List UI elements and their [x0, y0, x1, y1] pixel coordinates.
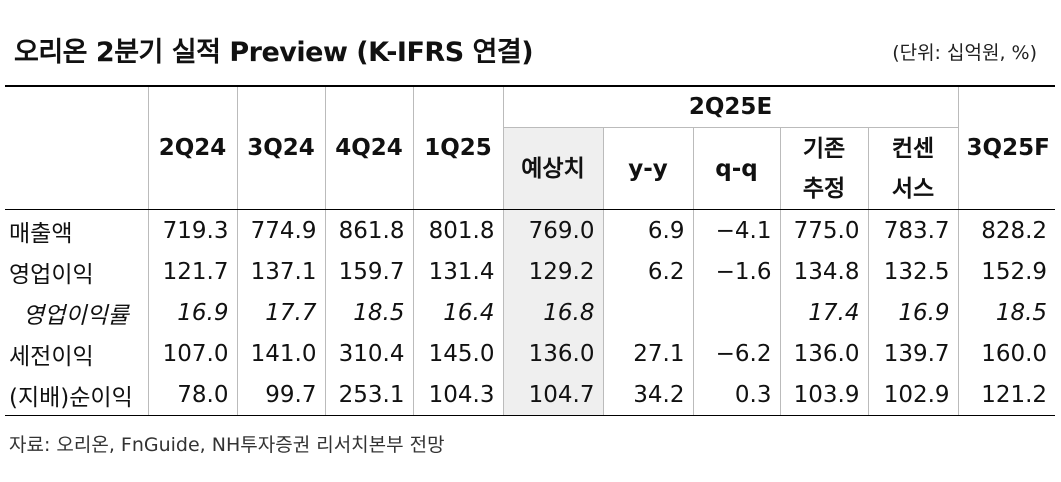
table-cell: 145.0 — [412, 333, 504, 374]
column-header: 컨센 서스 — [867, 127, 959, 210]
row-label: (지배)순이익 — [5, 374, 149, 416]
table-cell — [602, 292, 694, 333]
table-cell: −4.1 — [692, 209, 781, 251]
table-cell: 6.2 — [602, 251, 694, 292]
table-cell: 160.0 — [957, 333, 1056, 374]
source-note: 자료: 오리온, FnGuide, NH투자증권 리서치본부 전망 — [9, 434, 445, 456]
column-header: q-q — [692, 127, 781, 210]
table-cell: 774.9 — [236, 209, 326, 251]
row-label: 영업이익 — [5, 251, 149, 292]
table-cell: 34.2 — [602, 374, 694, 416]
table-cell: 719.3 — [147, 209, 238, 251]
table-row: 세전이익 107.0 141.0 310.4 145.0 136.0 27.1 −6.2 136… — [5, 333, 1056, 374]
table-cell: 132.5 — [867, 251, 959, 292]
table-cell: 18.5 — [324, 292, 414, 333]
column-header: 4Q24 — [324, 85, 414, 210]
table-cell: 17.4 — [779, 292, 869, 333]
table-cell: 78.0 — [147, 374, 238, 416]
table-cell: 0.3 — [692, 374, 781, 416]
table-cell: 801.8 — [412, 209, 504, 251]
table-cell: 17.7 — [236, 292, 326, 333]
table-cell: 16.8 — [502, 292, 604, 333]
table-cell: 102.9 — [867, 374, 959, 416]
table-cell: 783.7 — [867, 209, 959, 251]
table-cell: 121.7 — [147, 251, 238, 292]
table-cell: 104.3 — [412, 374, 504, 416]
table-cell: 861.8 — [324, 209, 414, 251]
table-cell: 18.5 — [957, 292, 1056, 333]
table-row: 영업이익률 16.9 17.7 18.5 16.4 16.8 17.4 16.9 18.5 — [5, 292, 1056, 333]
table-cell: 104.7 — [502, 374, 604, 416]
table-cell: 27.1 — [602, 333, 694, 374]
table-cell: 310.4 — [324, 333, 414, 374]
table-cell: 136.0 — [502, 333, 604, 374]
column-header: 2Q24 — [147, 85, 238, 210]
table-cell: −1.6 — [692, 251, 781, 292]
table-cell: 253.1 — [324, 374, 414, 416]
header-row: 2Q24 3Q24 4Q24 1Q25 2Q25E 3Q25F — [5, 85, 1056, 210]
table-cell: 141.0 — [236, 333, 326, 374]
table-cell: 103.9 — [779, 374, 869, 416]
table-row: 매출액 719.3 774.9 861.8 801.8 769.0 6.9 −4.1 775.0… — [5, 209, 1056, 251]
table-cell: 16.9 — [147, 292, 238, 333]
table-cell: 121.2 — [957, 374, 1056, 416]
row-label: 영업이익률 — [5, 292, 149, 333]
table-cell: 775.0 — [779, 209, 869, 251]
row-label: 매출액 — [5, 209, 149, 251]
table-cell: 99.7 — [236, 374, 326, 416]
table-cell: 16.9 — [867, 292, 959, 333]
table-cell: 769.0 — [502, 209, 604, 251]
table-cell: 137.1 — [236, 251, 326, 292]
table-cell: −6.2 — [692, 333, 781, 374]
table-cell: 107.0 — [147, 333, 238, 374]
group-header: 2Q25E — [502, 85, 959, 128]
column-header: 3Q24 — [236, 85, 326, 210]
column-header: y-y — [602, 127, 694, 210]
table-cell: 6.9 — [602, 209, 694, 251]
table-cell: 828.2 — [957, 209, 1056, 251]
table-cell — [692, 292, 781, 333]
table-row: (지배)순이익 78.0 99.7 253.1 104.3 104.7 34.2 0.3 103… — [5, 374, 1056, 416]
table-cell: 152.9 — [957, 251, 1056, 292]
column-header: 1Q25 — [412, 85, 504, 210]
column-header: 예상치 — [503, 127, 604, 210]
title: 오리온 2분기 실적 Preview (K-IFRS 연결) — [14, 37, 534, 68]
column-header: 3Q25F — [957, 85, 1056, 210]
row-label: 세전이익 — [5, 333, 149, 374]
table-cell: 129.2 — [502, 251, 604, 292]
table: 2Q24 3Q24 4Q24 1Q25 2Q25E 3Q25F 예상치 y-y q-q 기존 추정… — [5, 85, 1056, 416]
table-cell: 16.4 — [412, 292, 504, 333]
corner-cell — [5, 85, 149, 210]
table-row: 영업이익 121.7 137.1 159.7 131.4 129.2 6.2 −1.6 134.… — [5, 251, 1056, 292]
table-cell: 159.7 — [324, 251, 414, 292]
header-row: 예상치 y-y q-q 기존 추정 컨센 서스 — [5, 127, 1055, 210]
table-cell: 134.8 — [779, 251, 869, 292]
column-header: 기존 추정 — [779, 127, 869, 210]
table-cell: 136.0 — [779, 333, 869, 374]
table-body: 매출액 719.3 774.9 861.8 801.8 769.0 6.9 −4.1 775.0… — [5, 209, 1056, 416]
table-cell: 139.7 — [867, 333, 959, 374]
unit-note: (단위: 십억원, %) — [892, 42, 1037, 64]
table-header: 2Q24 3Q24 4Q24 1Q25 2Q25E 3Q25F 예상치 y-y q-q 기존 추정… — [5, 85, 1056, 210]
table-cell: 131.4 — [412, 251, 504, 292]
